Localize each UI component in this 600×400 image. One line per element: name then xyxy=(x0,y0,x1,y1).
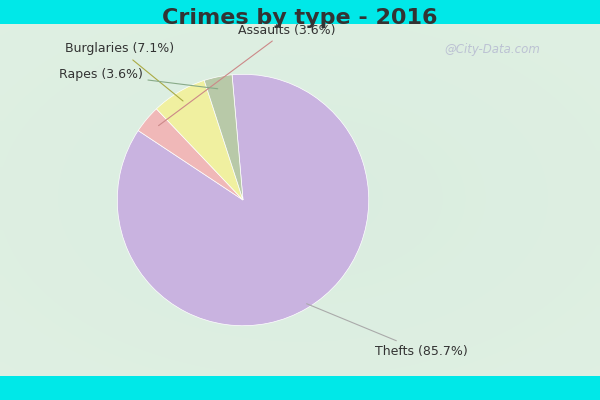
Text: Thefts (85.7%): Thefts (85.7%) xyxy=(307,304,468,358)
Text: Assaults (3.6%): Assaults (3.6%) xyxy=(158,24,336,126)
Text: Crimes by type - 2016: Crimes by type - 2016 xyxy=(162,8,438,28)
Wedge shape xyxy=(117,74,369,326)
Wedge shape xyxy=(138,109,243,200)
Text: Rapes (3.6%): Rapes (3.6%) xyxy=(59,68,218,89)
Text: @City-Data.com: @City-Data.com xyxy=(444,44,540,56)
Wedge shape xyxy=(157,80,243,200)
Wedge shape xyxy=(204,75,243,200)
Text: Burglaries (7.1%): Burglaries (7.1%) xyxy=(65,42,183,101)
